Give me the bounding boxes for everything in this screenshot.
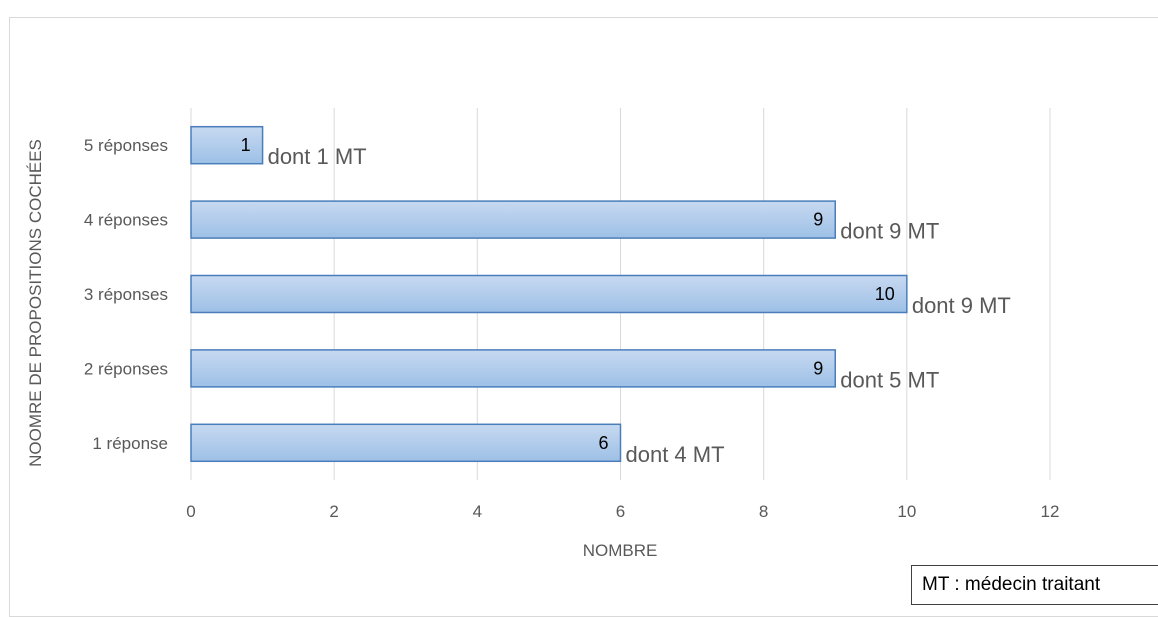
bar [190,274,908,314]
bar-chart: 0 2 4 6 8 10 121 réponse 6 dont 4 MT2 réponses 9 d… [26,108,1060,560]
x-tick-label: 2 [329,502,338,521]
bars [190,125,908,463]
x-tick-label: 12 [1041,502,1060,521]
y-axis-title: NOOMRE DE PROPOSITIONS COCHÉES [26,139,45,467]
labels: 0 2 4 6 8 10 121 réponse 6 dont 4 MT2 réponses 9 d… [84,135,1060,521]
bar-annotation: dont 9 MT [840,219,939,244]
y-tick-label: 5 réponses [84,136,168,155]
x-tick-label: 4 [473,502,482,521]
x-tick-label: 6 [616,502,625,521]
bar [190,349,836,388]
y-tick-label: 3 réponses [84,285,168,304]
data-label: 1 [241,135,251,155]
chart-area [9,17,1158,617]
bar-annotation: dont 4 MT [626,442,725,467]
bar-annotation: dont 9 MT [912,293,1011,318]
x-tick-label: 10 [897,502,916,521]
bar-annotation: dont 5 MT [840,367,939,392]
y-tick-label: 2 réponses [84,359,168,378]
y-tick-label: 1 réponse [92,434,168,453]
bar-annotation: dont 1 MT [268,144,367,169]
data-label: 9 [813,358,823,378]
data-label: 9 [813,210,823,230]
y-tick-label: 4 réponses [84,211,168,230]
bar [190,423,622,463]
bar [190,200,836,239]
x-axis-title: NOMBRE [583,541,658,560]
data-label: 6 [598,433,608,453]
bar [190,125,264,165]
x-tick-label: 8 [759,502,768,521]
data-label: 10 [875,284,895,304]
x-tick-label: 0 [186,502,195,521]
legend-note: MT : médecin traitant [911,565,1158,605]
